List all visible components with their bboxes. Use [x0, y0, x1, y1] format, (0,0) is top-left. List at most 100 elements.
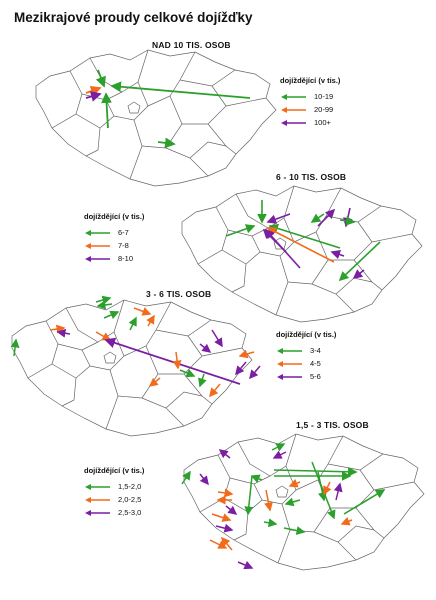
flow-arrow: [172, 351, 182, 370]
flow-arrow: [262, 228, 287, 253]
flow-arrow: [225, 224, 256, 237]
flow-arrow: [271, 443, 286, 452]
flow-arrow: [85, 85, 102, 97]
purple-arrow-icon: [85, 509, 110, 516]
flow-arrow: [225, 505, 238, 515]
flow-arrow: [263, 518, 278, 528]
flow-arrow: [283, 526, 306, 535]
flow-arrow: [209, 383, 221, 398]
legend-item: 4-5: [276, 357, 336, 370]
flow-arrow: [215, 523, 234, 533]
legend-label: 3-4: [310, 346, 321, 355]
flow-arrow: [249, 365, 261, 380]
map-4: [181, 433, 425, 571]
legend-item: 5-6: [276, 370, 336, 383]
green-arrow-icon: [277, 347, 302, 354]
flow-arrow: [211, 513, 232, 522]
flow-arrow: [237, 560, 254, 570]
flow-arrow: [272, 450, 287, 459]
orange-arrow-icon: [85, 496, 110, 503]
flow-arrow: [133, 307, 152, 316]
legend-label: 2,5-3,0: [118, 508, 142, 517]
flow-arrow: [128, 316, 137, 331]
legend-title: dojíždějící (v tis.): [84, 212, 145, 221]
flow-arrow: [217, 488, 234, 498]
flow-arrow: [338, 241, 381, 282]
legend-item: 1,5-2,0: [84, 480, 144, 493]
flow-arrow: [330, 249, 345, 260]
flow-arrow: [148, 377, 161, 387]
flow-arrow: [317, 471, 327, 502]
flow-arrow: [221, 536, 233, 551]
legend-title: dojíždějící (v tis.): [280, 76, 341, 85]
legend-item: 8-10: [84, 252, 144, 265]
flow-arrow: [311, 461, 336, 520]
flow-arrow: [209, 539, 228, 549]
region-boundaries: [11, 299, 253, 437]
legend-item: 2,5-3,0: [84, 506, 144, 519]
purple-arrow-icon: [277, 373, 302, 380]
flow-arrow: [211, 329, 223, 348]
map-1: [35, 49, 277, 187]
purple-arrow-icon: [281, 119, 306, 126]
legend-label: 5-6: [310, 372, 321, 381]
region-boundaries: [181, 185, 423, 323]
legend-map-2: dojíždějící (v tis.) 6-7 7-8 8-10: [84, 212, 144, 265]
legend-map-3: dojíždějící (v tis.) 3-4 4-5 5-6: [276, 330, 336, 383]
map-2: [181, 185, 423, 323]
flow-arrow: [56, 328, 71, 338]
flow-arrow: [49, 324, 66, 334]
legend-label: 1,5-2,0: [118, 482, 142, 491]
flow-arrow: [238, 349, 255, 359]
flow-arrow: [146, 314, 155, 327]
legend-map-1: dojíždějící (v tis.) 10-19 20-99 100+: [280, 76, 340, 129]
flow-arrow: [317, 208, 336, 227]
flow-arrow: [199, 473, 209, 486]
flow-arrow: [250, 474, 263, 483]
legend-label: 100+: [314, 118, 331, 127]
flow-arrow: [340, 517, 353, 526]
legend-label: 2,0-2,5: [118, 495, 142, 504]
map-2-heading: 6 - 10 TIS. OSOB: [276, 172, 347, 182]
flow-arrow: [85, 91, 102, 102]
legend-item: 2,0-2,5: [84, 493, 144, 506]
legend-map-4: dojíždějící (v tis.) 1,5-2,0 2,0-2,5 2,5…: [84, 466, 144, 519]
flow-arrow: [339, 216, 356, 226]
legend-title: dojíždějící (v tis.): [276, 330, 337, 339]
legend-item: 6-7: [84, 226, 144, 239]
flow-arrow: [266, 213, 291, 224]
flow-arrow: [199, 343, 212, 353]
flow-arrow: [268, 223, 341, 249]
flow-arrow: [235, 361, 247, 376]
flow-arrow: [103, 310, 120, 320]
legend-title: dojíždějící (v tis.): [84, 466, 145, 475]
flow-arrow: [343, 489, 386, 515]
map-4-heading: 1,5 - 3 TIS. OSOB: [296, 420, 369, 430]
legend-item: 7-8: [84, 239, 144, 252]
flow-arrow: [333, 482, 343, 501]
legend-item: 100+: [280, 116, 340, 129]
flow-arrow: [288, 479, 301, 488]
orange-arrow-icon: [281, 106, 306, 113]
legend-label: 20-99: [314, 105, 334, 114]
map-3-heading: 3 - 6 TIS. OSOB: [146, 289, 212, 299]
flow-arrow: [10, 338, 20, 357]
flow-arrow: [244, 475, 254, 516]
flow-arrow: [95, 295, 112, 305]
green-arrow-icon: [85, 229, 110, 236]
region-boundaries: [183, 433, 425, 571]
flow-arrow: [101, 92, 112, 129]
flow-arrow: [343, 207, 353, 228]
legend-item: 20-99: [280, 103, 340, 116]
legend-item: 3-4: [276, 344, 336, 357]
flow-arrow: [157, 137, 176, 149]
legend-label: 10-19: [314, 92, 334, 101]
green-arrow-icon: [281, 93, 306, 100]
region-boundaries: [35, 49, 277, 187]
flow-arrow: [352, 269, 365, 279]
page-title: Mezikrajové proudy celkové dojížďky: [14, 10, 253, 25]
flow-arrow: [266, 227, 335, 263]
orange-arrow-icon: [277, 360, 302, 367]
map-1-heading: NAD 10 TIS. OSOB: [152, 40, 231, 50]
